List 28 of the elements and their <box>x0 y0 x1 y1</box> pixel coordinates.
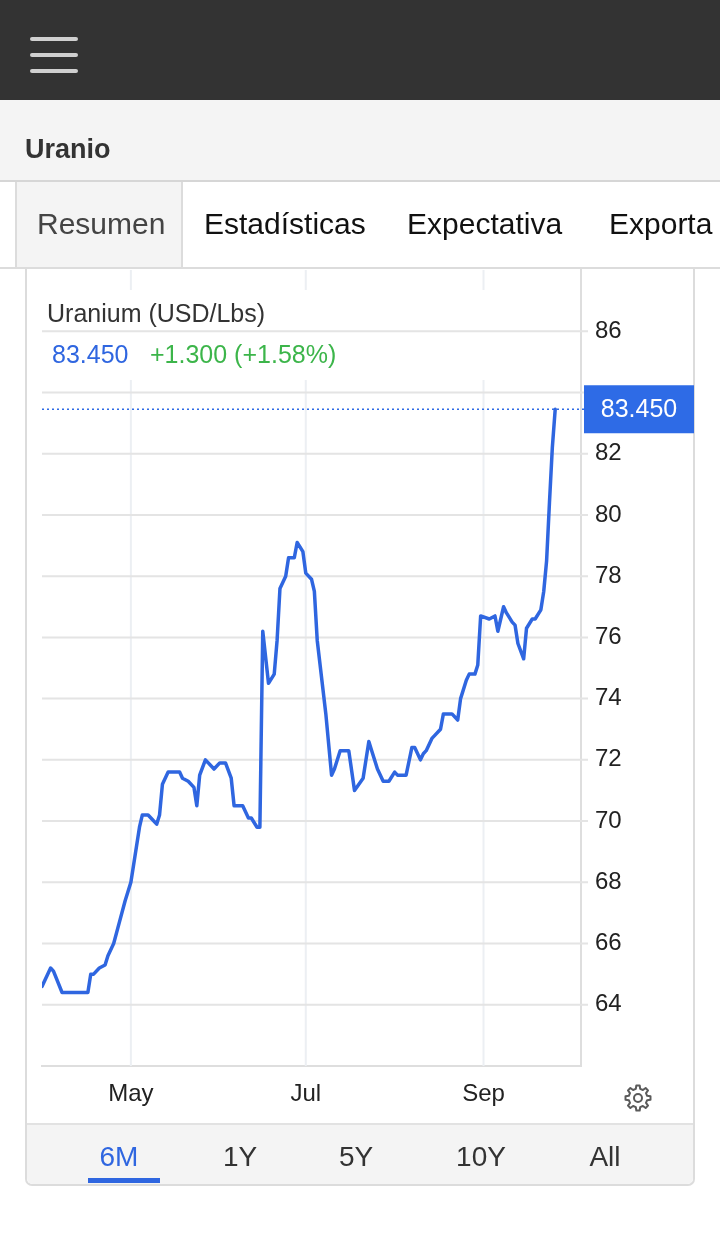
annotation: +1.300 (+1.58%) <box>150 339 337 369</box>
y-tick-label: 66 <box>595 928 622 956</box>
text: 6M <box>99 1140 139 1175</box>
text: 5Y <box>338 1140 374 1175</box>
y-tick-label: 76 <box>595 622 622 650</box>
text: Exporta <box>609 206 713 242</box>
text: Uranio <box>25 132 111 165</box>
y-tick-label: 68 <box>595 866 622 894</box>
text: All <box>589 1140 621 1175</box>
x-tick-label: Sep <box>462 1079 505 1107</box>
y-tick-label: 70 <box>595 805 622 833</box>
annotation: 83.450 <box>52 339 129 369</box>
y-tick-label: 64 <box>595 989 622 1017</box>
x-tick-label: Jul <box>290 1079 322 1107</box>
y-tick-label: 72 <box>595 744 622 772</box>
text: Expectativa <box>407 206 563 242</box>
y-tick-label: 74 <box>595 683 622 711</box>
y-tick-label: 82 <box>595 438 622 466</box>
text: Resumen <box>37 206 166 242</box>
ref-line-label: 83.450 <box>600 394 678 423</box>
text: 10Y <box>456 1140 506 1175</box>
text: Estadísticas <box>204 206 366 242</box>
x-tick-label: May <box>108 1079 154 1107</box>
text: Uranium (USD/Lbs) <box>47 298 266 328</box>
y-tick-label: 86 <box>595 315 622 343</box>
y-tick-label: 78 <box>595 560 622 588</box>
text: 1Y <box>222 1140 258 1175</box>
y-tick-label: 80 <box>595 499 622 527</box>
